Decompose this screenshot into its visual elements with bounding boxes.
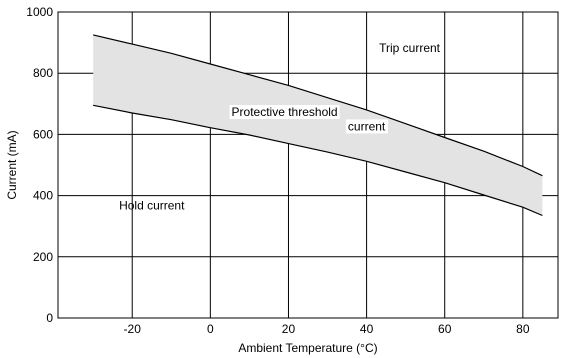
y-tick-label: 200 — [33, 250, 53, 264]
trip-current-line — [93, 34, 543, 177]
y-tick-label: 800 — [33, 66, 53, 80]
x-tick-label: 40 — [360, 322, 374, 336]
hold-current-label: Hold current — [119, 198, 185, 212]
x-tick-label: 0 — [207, 322, 214, 336]
y-tick-label: 400 — [33, 189, 53, 203]
protective-threshold-label: Protective threshold — [232, 105, 338, 119]
annotations: Trip current Protective threshold current H… — [119, 41, 441, 213]
x-tick-label: -20 — [124, 322, 142, 336]
x-tick-labels: -20 0 20 40 60 80 — [124, 322, 530, 336]
x-axis-label: Ambient Temperature (°C) — [238, 341, 377, 355]
x-tick-label: 20 — [282, 322, 296, 336]
y-axis-label: Current (mA) — [5, 130, 19, 199]
plot-frame — [57, 11, 559, 319]
y-tick-label: 0 — [46, 311, 53, 325]
x-tick-label: 60 — [438, 322, 452, 336]
y-tick-label: 600 — [33, 127, 53, 141]
trip-current-label: Trip current — [379, 41, 441, 55]
protective-threshold-label-2: current — [348, 119, 386, 133]
y-tick-label: 1000 — [26, 5, 53, 19]
protective-threshold-band — [93, 34, 543, 216]
x-tick-label: 80 — [516, 322, 530, 336]
hold-current-line — [93, 104, 543, 217]
annotation-backing — [229, 105, 340, 120]
y-tick-labels: 0 200 400 600 800 1000 — [26, 5, 53, 325]
annotation-backing — [345, 119, 388, 134]
